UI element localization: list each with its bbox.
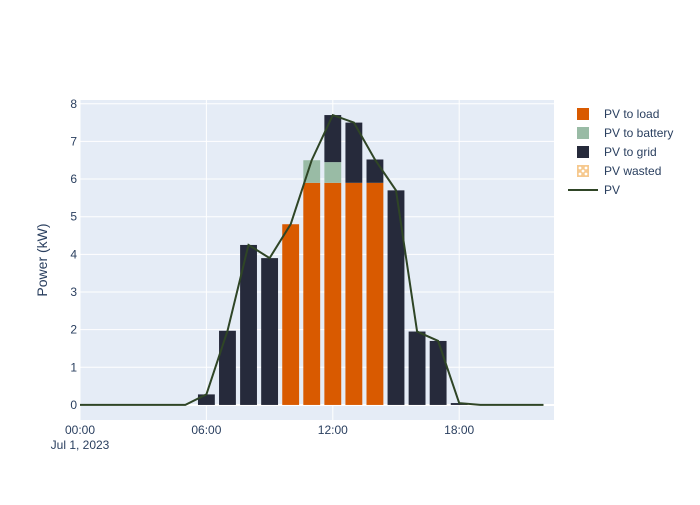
bar-pv-to-grid — [387, 190, 405, 405]
bar-pv-to-battery — [303, 160, 321, 183]
legend-swatch-dot — [581, 169, 585, 173]
y-tick-label: 8 — [70, 97, 77, 111]
bar-pv-to-load — [282, 224, 300, 405]
bar-pv-to-grid — [197, 394, 215, 405]
y-tick-label: 0 — [70, 398, 77, 412]
legend: PV to load PV to battery PV to grid PV wast… — [568, 107, 673, 197]
x-tick-label: 18:00 — [444, 423, 474, 437]
y-tick-label: 3 — [70, 285, 77, 299]
bar-pv-to-load — [366, 182, 384, 405]
legend-label: PV to battery — [604, 126, 673, 140]
legend-label: PV wasted — [604, 164, 661, 178]
legend-item[interactable]: PV to load — [577, 107, 659, 121]
bar-pv-to-grid — [429, 340, 447, 405]
bar-pv-to-load — [324, 182, 342, 405]
legend-item[interactable]: PV to grid — [577, 145, 657, 159]
x-tick-label: 00:00 — [65, 423, 95, 437]
y-tick-label: 5 — [70, 210, 77, 224]
x-tick-label: 12:00 — [318, 423, 348, 437]
legend-item[interactable]: PV to battery — [577, 126, 673, 140]
line-pv — [80, 113, 544, 406]
y-tick-label: 4 — [70, 247, 77, 261]
bar-pv-to-grid — [408, 331, 426, 405]
x-tick-sublabel: Jul 1, 2023 — [51, 438, 110, 452]
y-tick-label: 6 — [70, 172, 77, 186]
legend-item[interactable]: PV wasted — [577, 164, 661, 178]
legend-label: PV — [604, 183, 620, 197]
bar-pv-to-load — [345, 182, 363, 405]
bar-pv-to-grid — [240, 244, 257, 405]
legend-label: PV to grid — [604, 145, 657, 159]
y-axis-title: Power (kW) — [34, 223, 50, 296]
legend-swatch-dot — [578, 166, 582, 170]
bar-pv-to-battery — [324, 162, 342, 183]
y-tick-label: 1 — [70, 360, 77, 374]
line-series — [80, 113, 544, 406]
y-axis-ticks: 0 1 2 3 4 5 6 7 8 — [70, 97, 77, 412]
bar-pv-to-grid — [366, 159, 384, 183]
bar-pv-to-grid — [345, 122, 363, 183]
bar-pv-to-grid — [219, 330, 236, 405]
y-tick-label: 7 — [70, 134, 77, 148]
legend-swatch-dot — [578, 172, 582, 176]
legend-swatch — [577, 146, 589, 158]
bar-pv-to-load — [303, 182, 321, 405]
x-tick-label: 06:00 — [191, 423, 221, 437]
bar-pv-to-grid — [324, 115, 342, 163]
legend-swatch — [577, 127, 589, 139]
y-tick-label: 2 — [70, 323, 77, 337]
legend-swatch-dot — [584, 166, 588, 170]
legend-swatch — [577, 108, 589, 120]
bar-series — [197, 115, 468, 405]
legend-label: PV to load — [604, 107, 659, 121]
legend-swatch-dot — [584, 172, 588, 176]
legend-item[interactable]: PV — [568, 183, 620, 197]
bar-pv-to-grid — [261, 258, 279, 405]
